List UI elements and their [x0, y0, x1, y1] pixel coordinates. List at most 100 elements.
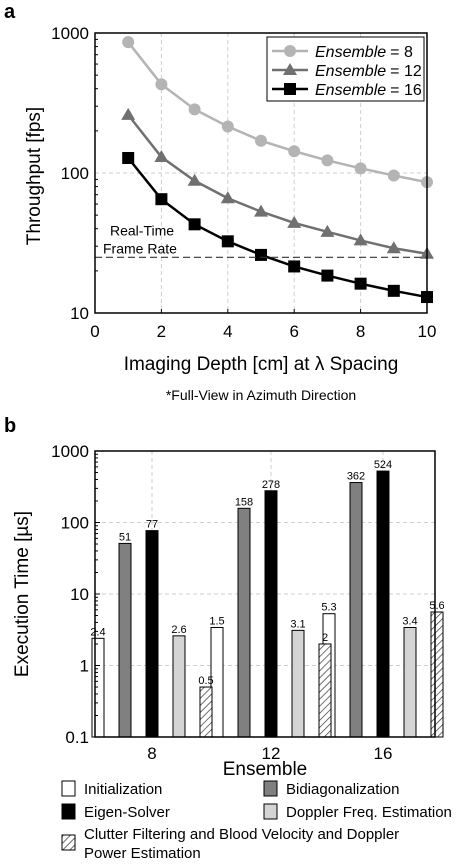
- legend-swatch: [263, 803, 278, 820]
- legend-swatch: [61, 780, 76, 797]
- bar: [172, 635, 186, 738]
- series-marker: [320, 224, 335, 237]
- series-line-ensemble-8: [127, 41, 428, 184]
- bar: [264, 490, 278, 738]
- bar-value-label: 77: [146, 519, 158, 531]
- panel-b-bars: 2.4 1.5 5.3 51 158 362 77 278 524 2.6 3.1 3.4 0.5 2 5.…: [90, 459, 445, 738]
- legend-swatch: [61, 834, 76, 851]
- panel-a-label: a: [4, 1, 16, 23]
- series-marker: [254, 204, 268, 217]
- legend-label-value: = 12: [390, 63, 422, 80]
- series-marker: [387, 169, 400, 182]
- real-time-label-line2: Frame Rate: [103, 240, 177, 256]
- bar-value-label: 0.5: [198, 675, 213, 687]
- series-marker: [121, 107, 136, 120]
- bar-value-label: 5.6: [429, 600, 444, 612]
- legend-label: Initialization: [84, 781, 162, 798]
- series-line-ensemble-12: [127, 114, 428, 255]
- bar-value-label: 3.1: [290, 618, 305, 630]
- panel-a-ticks: 0 2 4 6 8 10 10 100 1000: [51, 24, 436, 341]
- legend-swatch: [263, 780, 278, 797]
- legend-label-name: Ensemble: [315, 44, 386, 61]
- y-tick-label: 1: [80, 657, 89, 676]
- series-marker: [122, 36, 135, 49]
- panel-b-y-axis-label: Execution Time [µs]: [12, 511, 33, 677]
- panel-a: a Real-Time Frame Rate 0 2 4 6 8 10101001000 …: [4, 1, 436, 403]
- series-marker: [154, 150, 169, 163]
- legend-label-value: = 8: [390, 44, 413, 61]
- legend-label: Eigen-Solver: [84, 804, 170, 821]
- panel-b-label: b: [4, 415, 16, 437]
- real-time-label-line1: Real-Time: [110, 222, 174, 238]
- legend-label: Bidiagonalization: [286, 781, 399, 798]
- bar-value-label: 278: [262, 479, 280, 491]
- series-marker: [188, 103, 201, 116]
- series-marker: [288, 260, 301, 273]
- legend-label: Ensemble = 16: [315, 82, 422, 99]
- x-tick-label: 16: [374, 744, 393, 763]
- bar-value-label: 362: [347, 471, 365, 483]
- legend-label: Doppler Freq. Estimation: [286, 804, 452, 821]
- bar: [237, 507, 251, 738]
- panel-a-x-axis-label: Imaging Depth [cm] at λ Spacing: [124, 354, 399, 375]
- series-marker: [387, 284, 400, 297]
- bar: [318, 643, 332, 738]
- bar-value-label: 3.4: [402, 615, 417, 627]
- legend-label-name: Ensemble: [315, 63, 386, 80]
- panel-a-footnote: *Full-View in Azimuth Direction: [166, 387, 356, 403]
- panel-a-series: [121, 36, 434, 304]
- series-marker: [220, 191, 235, 204]
- bar-value-label: 524: [374, 459, 392, 471]
- bar-value-label: 5.3: [321, 602, 336, 614]
- x-tick-label: 6: [289, 322, 298, 341]
- legend-label: Clutter Filtering and Blood Velocity and…: [84, 826, 399, 843]
- y-tick-label: 0.1: [65, 728, 89, 747]
- panel-a-plot-frame: [94, 32, 428, 314]
- panel-b-x-axis-label: Ensemble: [223, 759, 308, 780]
- panel-b-ticks: 8 12 16 0.1 1 10 100 1000: [51, 442, 392, 763]
- bar-value-label: 1.5: [209, 615, 224, 627]
- series-marker: [288, 145, 301, 158]
- bar: [145, 530, 159, 738]
- legend-label: Ensemble = 8: [315, 44, 413, 61]
- x-tick-label: 8: [147, 744, 156, 763]
- series-marker: [321, 154, 334, 167]
- y-tick-label: 1000: [51, 442, 89, 461]
- series-marker: [255, 248, 267, 261]
- bar-value-label: 158: [235, 496, 253, 508]
- series-marker: [221, 120, 234, 133]
- legend-swatch: [61, 803, 76, 820]
- legend-label: Power Estimation: [84, 845, 201, 862]
- legend-label: Ensemble = 12: [315, 63, 422, 80]
- bar-value-label: 2: [322, 632, 328, 644]
- y-tick-label: 10: [70, 585, 89, 604]
- series-marker: [353, 233, 368, 246]
- panel-b-legend: Initialization Bidiagonalization Eigen-Sol…: [61, 780, 452, 862]
- series-marker: [188, 218, 201, 231]
- bar: [199, 686, 213, 738]
- bar: [376, 470, 390, 738]
- x-tick-label: 4: [223, 322, 232, 341]
- series-marker: [221, 235, 234, 248]
- series-marker: [187, 173, 202, 186]
- series-marker: [354, 277, 367, 290]
- x-tick-label: 0: [90, 322, 99, 341]
- series-line-ensemble-16: [127, 157, 428, 299]
- series-marker: [155, 78, 168, 91]
- x-tick-label: 10: [418, 322, 437, 341]
- bar: [349, 482, 363, 738]
- legend-marker: [283, 63, 297, 75]
- legend-marker: [284, 83, 296, 95]
- x-tick-label: 12: [262, 744, 281, 763]
- series-marker: [155, 193, 168, 206]
- series-marker: [354, 162, 367, 175]
- series-marker: [321, 269, 334, 282]
- bar: [430, 611, 444, 738]
- panel-a-reference: Real-Time Frame Rate: [95, 222, 427, 258]
- bar-value-label: 2.4: [90, 626, 105, 638]
- bar: [118, 542, 132, 738]
- y-tick-label: 10: [70, 304, 89, 323]
